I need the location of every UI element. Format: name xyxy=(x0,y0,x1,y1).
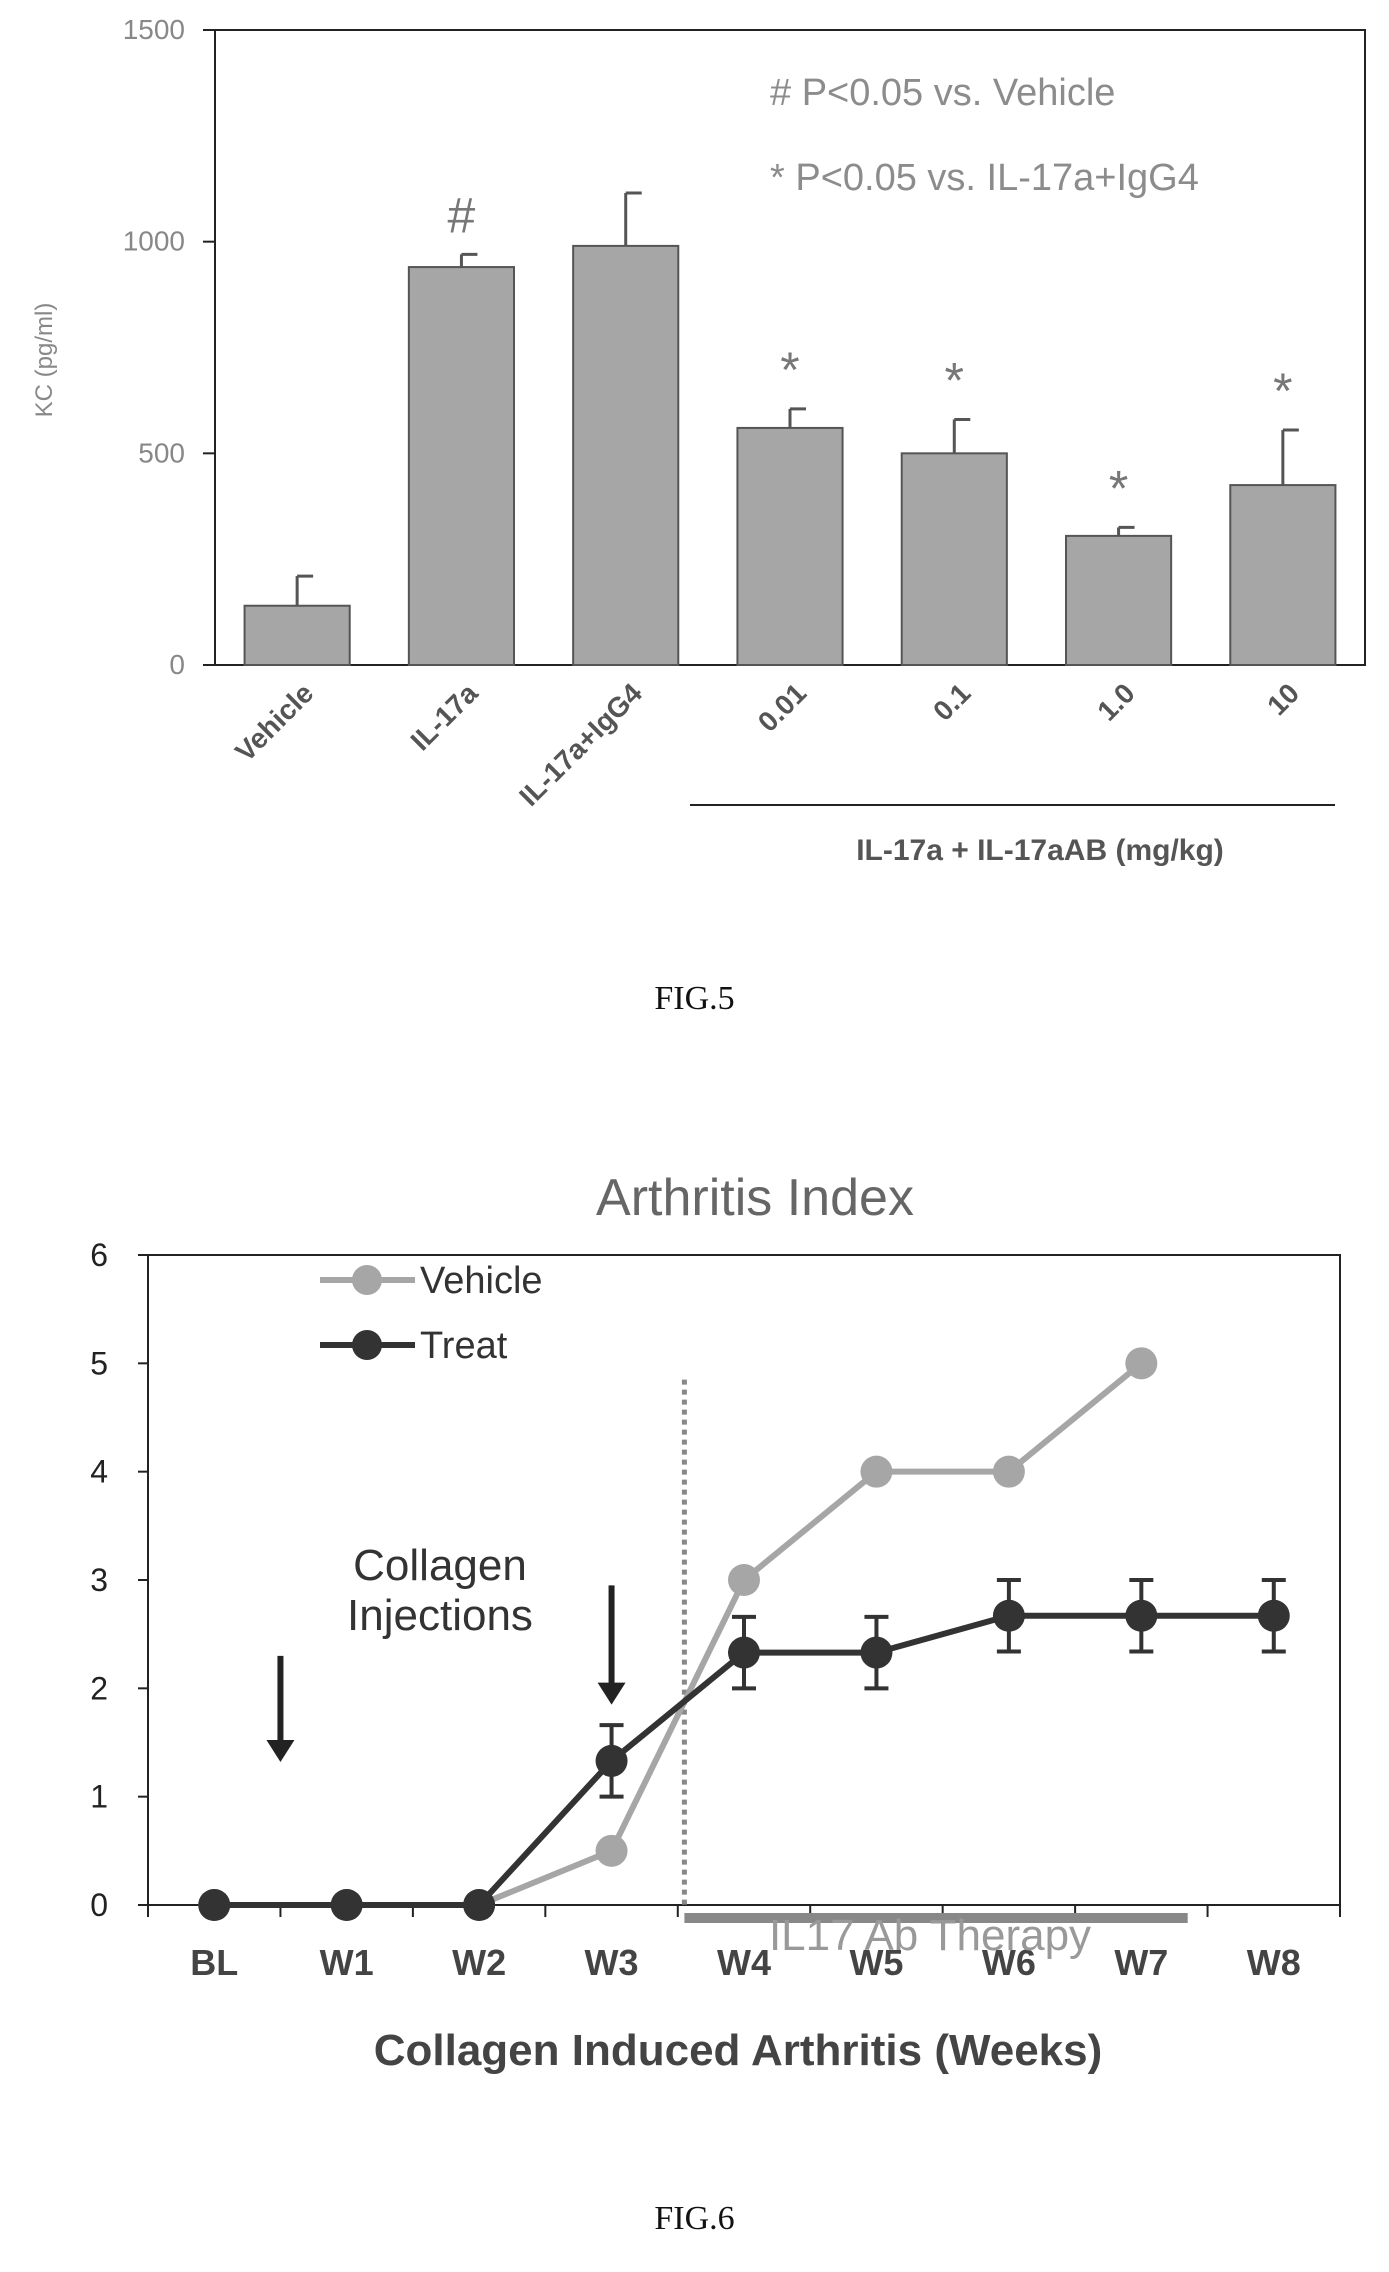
fig5-x-tick-label: IL-17a+IgG4 xyxy=(513,677,648,812)
fig5-x-tick-label: 0.01 xyxy=(752,677,812,737)
fig5-x-tick-label: 0.1 xyxy=(927,677,976,726)
fig6-data-point-treat xyxy=(992,1599,1025,1632)
fig6-data-point-treat xyxy=(463,1889,496,1921)
injection-arrow-head xyxy=(597,1682,626,1705)
fig5-significance-marker: # xyxy=(448,187,476,243)
fig6-data-point-vehicle xyxy=(1125,1347,1158,1380)
fig5-significance-marker: * xyxy=(780,342,799,398)
fig6-x-tick-label: W7 xyxy=(1114,1942,1168,1983)
fig5-caption: FIG.5 xyxy=(654,980,735,1017)
fig5-x-tick-label: Vehicle xyxy=(229,677,319,767)
fig5-bar xyxy=(1065,534,1173,667)
fig5-bar xyxy=(407,266,516,666)
fig6-x-tick-label: W1 xyxy=(320,1942,374,1983)
fig6-data-point-treat xyxy=(330,1889,363,1921)
fig6-title: Arthritis Index xyxy=(596,1169,914,1227)
fig6-legend-swatch-marker xyxy=(352,1330,382,1360)
fig5-y-tick-label: 1000 xyxy=(123,226,185,257)
fig6-caption: FIG.6 xyxy=(654,2200,735,2237)
fig5-significance-marker: * xyxy=(1273,363,1292,419)
collagen-injections-annotation-line2: Injections xyxy=(347,1591,533,1640)
fig6-data-point-vehicle xyxy=(860,1455,893,1488)
fig5-y-tick-label: 500 xyxy=(138,437,185,468)
fig5-plot-area: 0 500 1000 1500 Vehicle # IL-17a IL-17a+IgG4 * 0.… xyxy=(123,14,1366,812)
fig6-y-tick-label: 1 xyxy=(90,1779,108,1815)
fig6-data-point-treat xyxy=(1125,1599,1158,1632)
fig5-legend-igg4: * P<0.05 vs. IL-17a+IgG4 xyxy=(770,157,1199,199)
fig6-plot-area: 0 1 2 3 4 5 6 BL W1 W2 W3 W4 W5 W6 W7 W8 Vehicle Treat xyxy=(90,1237,1341,1983)
fig6-x-axis-label: Collagen Induced Arthritis (Weeks) xyxy=(374,2026,1103,2075)
fig6-y-tick-label: 6 xyxy=(90,1237,108,1273)
fig5-significance-marker: * xyxy=(1109,460,1128,516)
collagen-injections-annotation-line1: Collagen xyxy=(353,1541,527,1590)
fig5-bar-chart: KC (pg/ml) 0 500 1000 1500 Vehicle # IL-17a IL-… xyxy=(31,14,1366,867)
fig6-data-point-vehicle xyxy=(728,1564,760,1596)
fig6-data-point-vehicle xyxy=(992,1455,1025,1488)
fig5-x-tick-label: 10 xyxy=(1261,677,1305,721)
fig6-data-point-treat xyxy=(198,1889,231,1921)
fig6-data-point-vehicle xyxy=(595,1834,628,1867)
fig5-y-axis-label: KC (pg/ml) xyxy=(31,303,58,418)
fig5-bar xyxy=(243,604,351,667)
fig6-x-tick-label: W6 xyxy=(982,1942,1036,1983)
fig6-line-chart: Arthritis Index 0 1 2 3 4 5 6 BL W1 W2 W3 W4 W5 W6 W7 W… xyxy=(90,1169,1341,2075)
fig6-data-point-treat xyxy=(860,1636,893,1669)
injection-arrow-head xyxy=(266,1740,295,1762)
fig6-legend-label: Treat xyxy=(420,1325,508,1367)
fig6-x-tick-label: W5 xyxy=(849,1942,903,1983)
fig6-x-tick-label: BL xyxy=(190,1942,238,1983)
fig6-x-tick-label: W3 xyxy=(585,1942,639,1983)
fig6-legend-swatch-marker xyxy=(352,1265,382,1295)
fig6-y-tick-label: 5 xyxy=(90,1345,108,1381)
fig6-data-point-treat xyxy=(728,1636,760,1669)
fig6-x-tick-label: W8 xyxy=(1247,1942,1301,1983)
fig6-x-tick-label: W2 xyxy=(452,1942,506,1983)
fig5-significance-marker: * xyxy=(945,352,964,408)
il17-therapy-annotation: IL17 Ab Therapy xyxy=(769,1911,1091,1960)
fig5-x-tick-label: IL-17a xyxy=(405,677,484,756)
fig6-x-tick-label: W4 xyxy=(717,1942,771,1983)
fig6-data-point-treat xyxy=(595,1744,628,1777)
fig5-y-tick-label: 1500 xyxy=(123,14,185,45)
fig5-bar xyxy=(900,452,1008,667)
fig6-y-tick-label: 0 xyxy=(90,1887,108,1923)
fig6-data-point-treat xyxy=(1257,1599,1290,1632)
fig6-y-tick-label: 3 xyxy=(90,1562,108,1598)
fig6-legend-label: Vehicle xyxy=(420,1260,543,1302)
fig5-group-label: IL-17a + IL-17aAB (mg/kg) xyxy=(856,834,1224,867)
fig6-y-tick-label: 4 xyxy=(90,1454,108,1490)
fig5-x-tick-label: 1.0 xyxy=(1091,677,1140,726)
fig5-legend-vehicle: # P<0.05 vs. Vehicle xyxy=(770,72,1115,114)
fig6-y-tick-label: 2 xyxy=(90,1670,108,1706)
fig5-bar xyxy=(1229,484,1337,667)
fig5-bar xyxy=(736,426,844,666)
fig5-bar xyxy=(572,244,680,666)
fig5-y-tick-label: 0 xyxy=(169,649,185,680)
